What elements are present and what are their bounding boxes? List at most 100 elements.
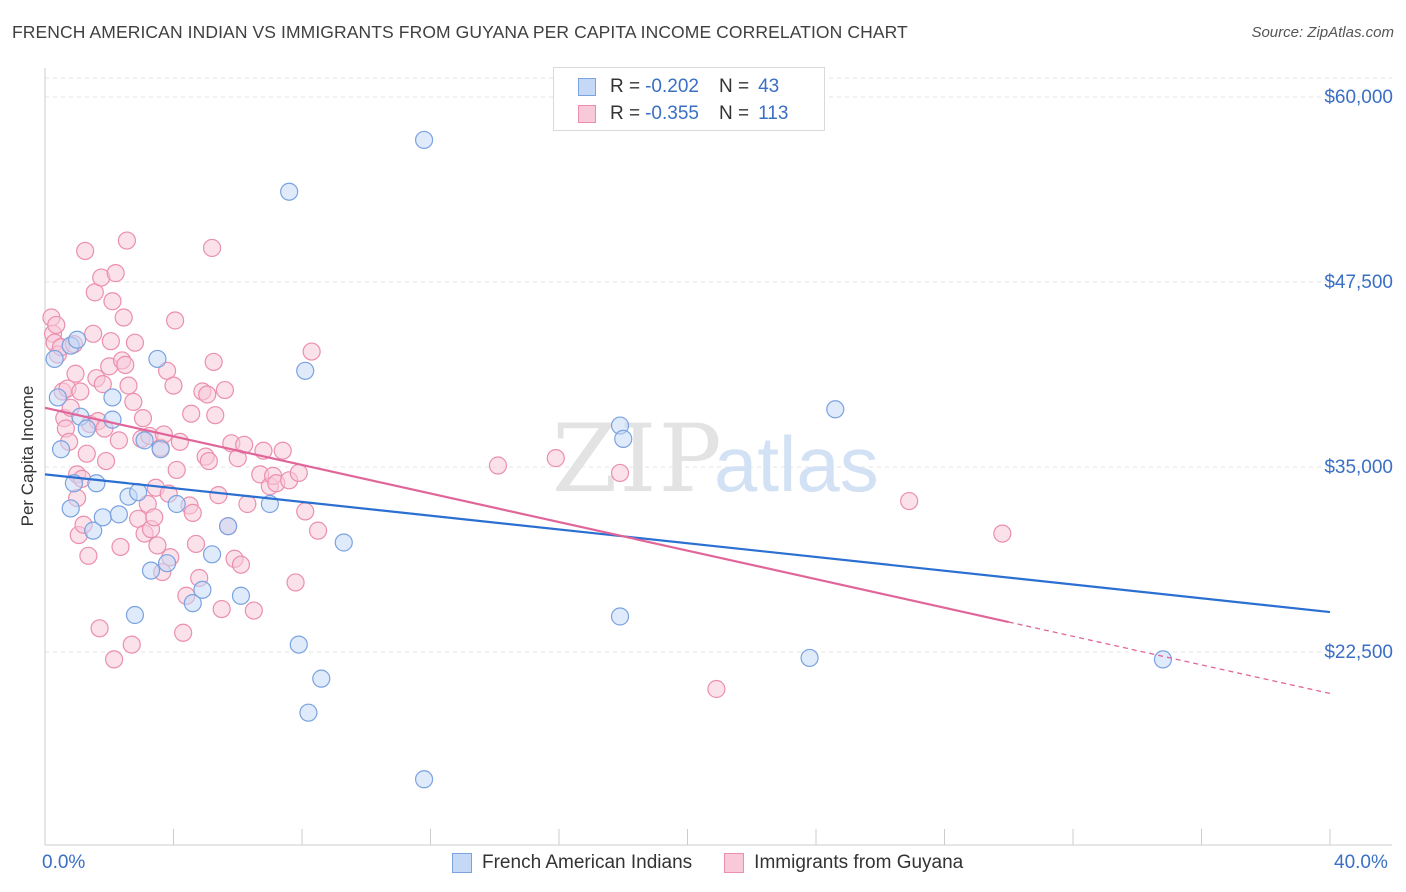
data-point xyxy=(414,770,434,789)
data-point xyxy=(125,333,145,352)
watermark: ZIP atlas xyxy=(552,405,879,514)
data-point xyxy=(296,361,315,380)
data-point xyxy=(145,508,164,527)
data-point xyxy=(104,650,124,669)
data-point xyxy=(96,451,116,471)
data-point xyxy=(209,486,228,505)
data-point xyxy=(238,494,257,514)
data-point xyxy=(164,376,183,395)
data-point xyxy=(182,404,201,423)
data-point xyxy=(166,311,185,330)
data-point xyxy=(199,451,218,471)
blue-swatch xyxy=(578,78,596,96)
data-point xyxy=(93,508,112,527)
data-point xyxy=(183,594,202,613)
data-point xyxy=(90,619,109,638)
data-point xyxy=(231,555,251,574)
data-point xyxy=(51,440,71,459)
y-tick-label: $35,000 xyxy=(1324,457,1393,478)
data-point xyxy=(800,648,819,668)
data-point xyxy=(289,635,308,654)
data-point xyxy=(286,573,305,592)
source-label: Source: ZipAtlas.com xyxy=(1251,24,1394,41)
pink-swatch xyxy=(578,105,596,123)
data-point xyxy=(289,463,308,483)
y-tick-label: $22,500 xyxy=(1324,642,1393,663)
data-point xyxy=(707,679,726,699)
data-point xyxy=(157,554,177,573)
watermark-atlas: atlas xyxy=(714,420,879,508)
data-point xyxy=(312,669,331,688)
data-point xyxy=(183,503,202,522)
data-point xyxy=(174,623,193,642)
data-point xyxy=(93,375,112,394)
data-point xyxy=(151,440,170,459)
data-point xyxy=(47,315,66,335)
series-legend: French American Indians Immigrants from … xyxy=(452,852,995,874)
data-point xyxy=(125,605,145,625)
data-point xyxy=(76,241,95,261)
legend-label: French American Indians xyxy=(482,852,693,873)
trend-line-immigrants-from-guyana xyxy=(44,406,1009,624)
data-point xyxy=(135,431,154,450)
data-point xyxy=(61,499,80,518)
data-point xyxy=(87,474,106,493)
data-point xyxy=(148,349,167,369)
trend-line-extension-immigrants-from-guyana xyxy=(1008,621,1331,695)
x-min-label: 0.0% xyxy=(42,852,86,873)
n-label: N = xyxy=(718,76,750,97)
data-point xyxy=(116,355,135,374)
data-point xyxy=(1153,650,1173,669)
data-point xyxy=(133,409,153,428)
y-tick-label: $47,500 xyxy=(1324,272,1393,293)
y-tick-label: $60,000 xyxy=(1324,87,1393,108)
axes xyxy=(44,68,1392,846)
data-point xyxy=(79,546,98,565)
y-axis-label: Per Capita Income xyxy=(18,385,37,527)
data-point xyxy=(296,502,315,521)
data-point xyxy=(273,441,292,460)
data-point xyxy=(103,292,122,311)
data-point xyxy=(235,435,254,454)
data-point xyxy=(122,635,141,654)
data-point xyxy=(202,238,222,258)
trend-line-french-american-indians xyxy=(44,473,1331,614)
r-label: R = xyxy=(610,103,641,124)
watermark-zip: ZIP xyxy=(552,405,724,514)
data-point xyxy=(614,429,633,448)
n-label: N = xyxy=(718,103,750,124)
data-point xyxy=(488,456,508,475)
pink-swatch xyxy=(724,853,745,873)
data-point xyxy=(129,483,148,502)
n-value: 113 xyxy=(758,103,789,124)
data-point xyxy=(198,385,217,404)
data-point xyxy=(109,431,128,450)
data-point xyxy=(610,463,630,483)
stats-legend: R = -0.202 N = 43 R = -0.355 N = 113 xyxy=(553,67,825,131)
data-point xyxy=(84,521,103,540)
data-point xyxy=(124,392,143,411)
data-point xyxy=(244,601,263,620)
data-point xyxy=(219,517,238,536)
data-point xyxy=(308,521,328,540)
data-point xyxy=(610,607,630,626)
data-point xyxy=(204,352,223,372)
chart-title: FRENCH AMERICAN INDIAN VS IMMIGRANTS FRO… xyxy=(12,22,908,42)
data-point xyxy=(68,330,87,349)
legend-row-immigrants-from-guyana: R = -0.355 N = 113 xyxy=(578,103,788,125)
data-point xyxy=(71,382,90,401)
data-point xyxy=(546,449,565,468)
data-point xyxy=(993,524,1012,543)
legend-item-immigrants-from-guyana: Immigrants from Guyana xyxy=(724,852,963,874)
data-point xyxy=(212,599,231,619)
data-point xyxy=(111,537,130,557)
data-point xyxy=(48,388,67,407)
data-point xyxy=(103,388,122,407)
data-point xyxy=(215,380,234,400)
y-tick-labels: $22,500 $35,000 $47,500 $60,000 xyxy=(1324,87,1393,663)
data-point xyxy=(84,324,103,343)
data-point xyxy=(106,264,125,283)
r-value: -0.355 xyxy=(645,103,699,124)
data-point xyxy=(141,561,161,580)
data-point xyxy=(167,460,186,480)
